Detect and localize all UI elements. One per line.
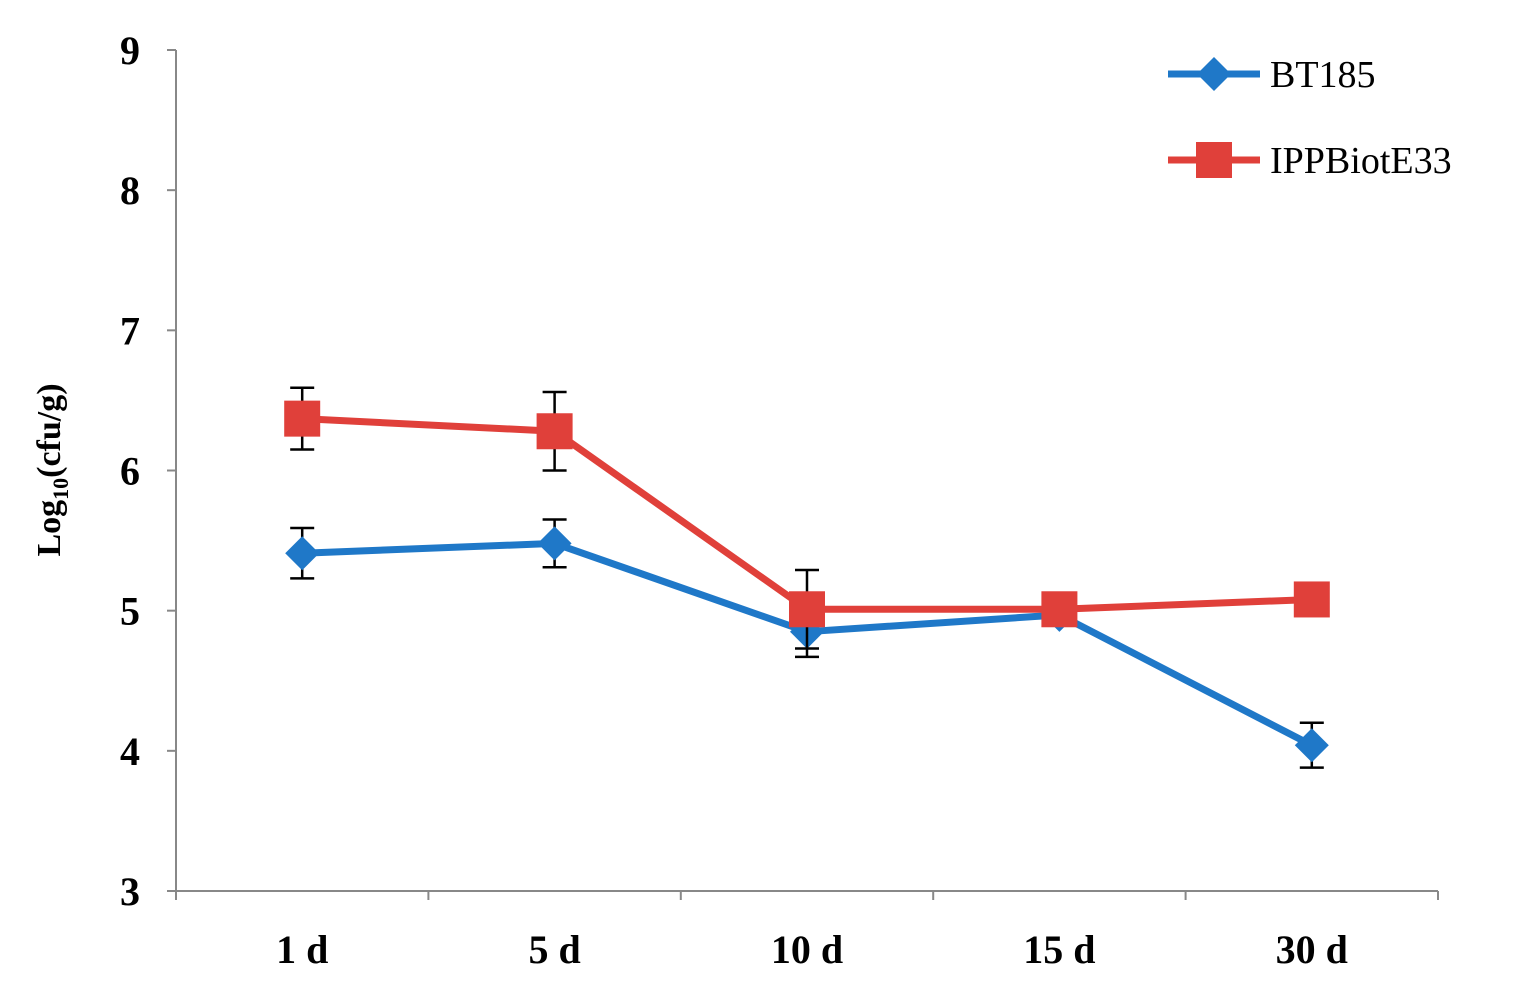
x-tick-label: 10 d [771,927,843,972]
data-point-square [536,413,573,450]
data-point-diamond [537,526,572,561]
series-layer [284,386,1330,769]
legend-label: BT185 [1270,54,1376,96]
legend-label: IPPBiotE33 [1270,140,1452,182]
y-tick-label: 5 [120,589,140,634]
y-axis-title-prefix: Log [31,500,68,557]
data-point-diamond [285,536,320,571]
y-axis-title-subscript: 10 [48,478,73,500]
series-IPPBiotE33 [284,386,1330,650]
data-point-diamond [1294,728,1329,763]
y-axis-title: Log10(cfu/g) [31,383,73,556]
y-tick-label: 3 [120,869,140,914]
data-point-square [789,591,825,628]
data-point-square [284,400,321,437]
x-tick-label: 15 d [1023,927,1095,972]
legend-marker-diamond [1197,57,1231,91]
y-tick-label: 7 [120,308,140,353]
legend-item-IPPBiotE33: IPPBiotE33 [1168,140,1452,182]
data-point-square [1041,591,1078,628]
y-tick-label: 4 [120,729,140,774]
legend-marker-square [1196,142,1232,178]
x-tick-label: 1 d [276,927,328,972]
legend: BT185 IPPBiotE33 [1168,54,1452,182]
y-tick-label: 8 [120,168,140,213]
x-tick-label: 5 d [528,927,580,972]
x-tick-label: 30 d [1276,927,1348,972]
y-tick-label: 6 [120,449,140,494]
data-point-square [1293,581,1330,618]
y-axis-title-suffix: (cfu/g) [31,383,68,477]
y-tick-label: 9 [120,28,140,73]
legend-item-BT185: BT185 [1168,54,1376,96]
axes: 3 4 5 6 7 8 9 1 d 5 d 10 d 15 d 30 d [120,28,1439,972]
